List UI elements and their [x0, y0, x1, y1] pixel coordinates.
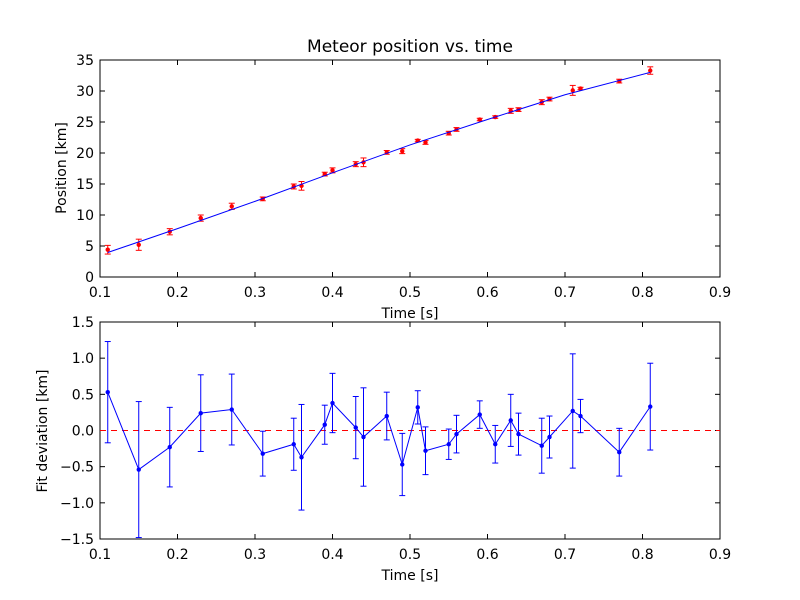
plot-frame: [99, 59, 721, 278]
data-point: [493, 442, 498, 447]
data-point: [516, 431, 521, 437]
chart-title: Meteor position vs. time: [307, 37, 513, 57]
x-tick-label: 0.5: [399, 285, 421, 301]
fit-line: [107, 71, 651, 253]
x-tick-label: 0.2: [166, 285, 188, 301]
data-point: [648, 68, 653, 73]
data-point: [105, 389, 110, 395]
y-tick-label: 0: [85, 270, 94, 286]
data-point: [167, 444, 172, 450]
y-tick-label: −1.5: [60, 532, 94, 548]
deviation-panel: Time [s] Fit deviation [km] 0.1 0.2 0.3 0.4…: [35, 315, 731, 584]
y-tick-label: 0.5: [72, 387, 94, 403]
data-point: [539, 443, 544, 448]
y-tick-label: 0.0: [72, 424, 94, 440]
y-tick-label: 30: [76, 84, 94, 100]
y-tick-label: 20: [76, 146, 94, 162]
data-point: [291, 442, 296, 447]
data-point: [578, 413, 583, 419]
y-tick-label: 1.0: [72, 351, 94, 367]
data-point: [136, 467, 141, 472]
x-tick-label: 0.4: [321, 285, 343, 301]
x-tick-label: 0.1: [89, 285, 111, 301]
y-tick-label: 35: [76, 53, 94, 69]
data-point: [384, 413, 389, 419]
data-point: [105, 247, 110, 252]
x-tick-label: 0.9: [709, 547, 731, 563]
y-tick-label: −0.5: [60, 460, 94, 476]
y-tick-label: 1.5: [72, 315, 94, 331]
x-tick-label: 0.5: [399, 547, 421, 563]
deviation-line: [107, 391, 651, 471]
data-point: [423, 140, 428, 145]
data-point: [198, 410, 203, 416]
y-tick-label: 5: [85, 239, 94, 255]
x-tick-label: 0.3: [244, 285, 266, 301]
data-point: [570, 408, 575, 414]
data-point: [136, 242, 141, 247]
position-panel: Meteor position vs. time Time [s] Positi…: [54, 37, 731, 322]
data-point: [570, 88, 575, 93]
x-tick-label: 0.8: [631, 285, 653, 301]
data-point: [423, 448, 428, 453]
y-tick-label: 15: [76, 177, 94, 193]
y-axis-label: Fit deviation [km]: [35, 369, 51, 492]
data-point: [415, 405, 420, 410]
data-point: [260, 451, 265, 456]
y-tick-label: 25: [76, 115, 94, 131]
x-tick-label: 0.2: [166, 547, 188, 563]
data-point: [400, 148, 405, 154]
x-tick-label: 0.8: [631, 547, 653, 563]
data-point: [229, 407, 234, 412]
data-point: [361, 434, 366, 440]
data-point: [454, 431, 459, 437]
x-axis-label: Time [s]: [381, 306, 439, 322]
data-point: [322, 422, 327, 427]
data-point: [353, 425, 358, 430]
data-point: [547, 434, 552, 440]
data-point: [617, 450, 622, 455]
x-tick-label: 0.6: [476, 285, 498, 301]
data-point: [446, 442, 451, 447]
data-point: [229, 204, 234, 209]
data-point: [648, 404, 653, 409]
y-axis-label: Position [km]: [54, 122, 70, 214]
x-tick-label: 0.9: [709, 285, 731, 301]
data-point: [299, 455, 304, 460]
data-point: [198, 215, 203, 221]
data-point: [330, 168, 335, 173]
data-point: [578, 86, 583, 91]
x-tick-label: 0.7: [554, 547, 576, 563]
data-point: [330, 400, 335, 406]
x-tick-label: 0.1: [89, 547, 111, 563]
x-tick-label: 0.7: [554, 285, 576, 301]
data-point: [477, 412, 482, 417]
x-tick-label: 0.4: [321, 547, 343, 563]
data-point: [400, 462, 405, 467]
data-point: [508, 418, 513, 423]
x-axis-label: Time [s]: [381, 568, 439, 584]
data-point: [477, 117, 482, 122]
y-tick-label: 10: [76, 208, 94, 224]
x-tick-label: 0.3: [244, 547, 266, 563]
y-tick-label: −1.0: [60, 496, 94, 512]
x-tick-label: 0.6: [476, 547, 498, 563]
